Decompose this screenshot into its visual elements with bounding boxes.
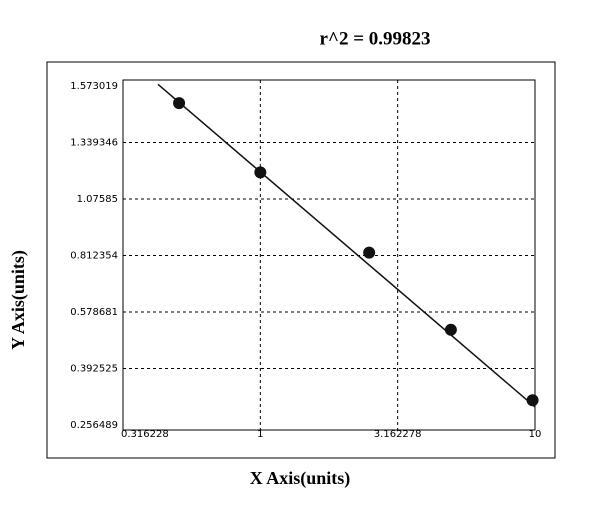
y-tick-label: 1.339346 — [70, 138, 118, 149]
x-tick-label: 10 — [529, 429, 542, 440]
y-tick-label: 0.256489 — [70, 420, 118, 431]
x-tick-label: 1 — [257, 429, 263, 440]
x-axis-label: X Axis(units) — [250, 468, 351, 489]
y-tick-label: 1.573019 — [70, 81, 118, 92]
y-tick-label: 1.07585 — [77, 194, 118, 205]
data-point — [444, 323, 457, 336]
y-tick-label: 0.578681 — [70, 307, 118, 318]
y-axis-label: Y Axis(units) — [8, 250, 29, 350]
data-point — [254, 166, 267, 179]
x-tick-label: 3.162278 — [374, 429, 422, 440]
data-point — [173, 97, 186, 110]
y-tick-label: 0.392525 — [70, 364, 118, 375]
fit-line — [157, 83, 536, 408]
data-point — [526, 394, 539, 407]
frame — [46, 61, 556, 459]
chart-title: r^2 = 0.99823 — [319, 28, 430, 49]
y-tick-label: 0.812354 — [70, 251, 118, 262]
x-tick-label: 0.316228 — [121, 429, 169, 440]
data-point — [363, 246, 376, 259]
